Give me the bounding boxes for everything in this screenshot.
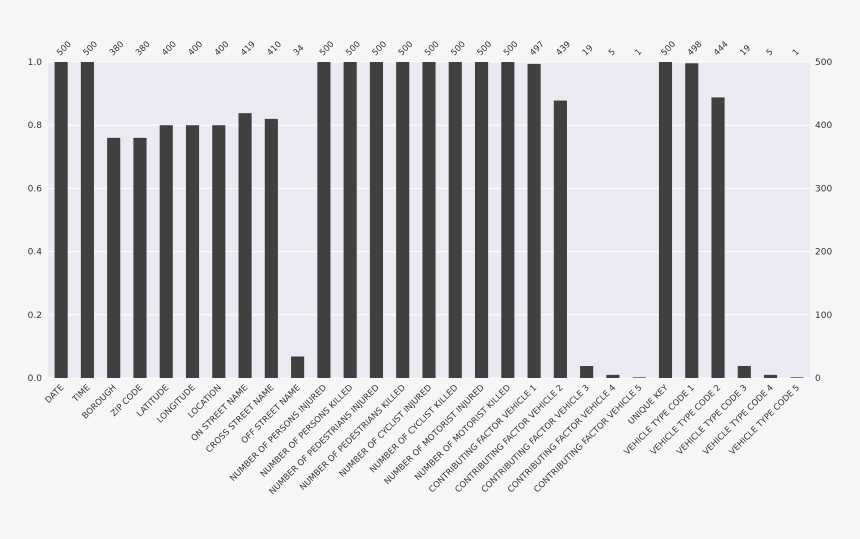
bar-count-label: 380: [108, 40, 127, 59]
bar-on-street-name: [238, 113, 252, 378]
bar-count-label: 444: [712, 40, 731, 59]
bar-contributing-factor-vehicle-3: [580, 365, 594, 378]
bar-count-label: 380: [134, 40, 153, 59]
category-label: TIME: [70, 383, 92, 405]
bar-number-of-pedestrians-killed: [396, 62, 410, 378]
bar-vehicle-type-code-5: [790, 377, 804, 378]
bar-count-label: 400: [213, 40, 232, 59]
bar-time: [80, 62, 94, 378]
bar-count-label: 500: [502, 40, 521, 59]
bar-cross-street-name: [264, 118, 278, 378]
bar-count-label: 500: [344, 40, 363, 59]
bar-count-label: 400: [160, 40, 179, 59]
left-tick-label: 0.4: [28, 248, 43, 258]
bar-count-label: 500: [476, 40, 495, 59]
bar-count-label: 500: [81, 40, 100, 59]
bar-longitude: [185, 125, 200, 378]
bar-count-label: 1: [791, 47, 802, 58]
bar-count-label: 500: [423, 40, 442, 59]
category-label: NUMBER OF MOTORIST KILLED: [413, 383, 513, 483]
bar-location: [212, 125, 226, 378]
bar-borough: [107, 137, 121, 378]
right-tick-label: 200: [815, 248, 832, 258]
bar-vehicle-type-code-1: [685, 63, 699, 378]
left-tick-label: 0.2: [28, 311, 42, 321]
left-tick-label: 0.0: [28, 374, 43, 384]
bar-count-label: 500: [397, 40, 416, 59]
bar-count-label: 500: [660, 40, 679, 59]
bar-count-label: 497: [528, 40, 547, 59]
right-tick-label: 400: [815, 121, 832, 131]
bar-count-label: 1: [633, 47, 644, 58]
bar-count-label: 5: [765, 47, 776, 58]
bar-number-of-motorist-injured: [474, 62, 489, 378]
bar-count-label: 419: [239, 40, 258, 59]
bar-latitude: [159, 125, 173, 378]
bar-count-label: 500: [318, 40, 337, 59]
bar-zip-code: [133, 137, 147, 378]
bar-contributing-factor-vehicle-2: [553, 100, 567, 378]
left-tick-label: 1.0: [28, 58, 43, 68]
bar-count-label: 5: [607, 47, 618, 58]
bar-date: [54, 62, 68, 378]
bar-number-of-persons-killed: [343, 62, 357, 378]
bars: [54, 62, 804, 379]
bar-count-label: 500: [449, 40, 468, 59]
bar-count-label: 439: [554, 40, 573, 59]
bar-count-label: 410: [265, 40, 284, 59]
bar-contributing-factor-vehicle-5: [632, 377, 646, 378]
category-label: DATE: [44, 383, 67, 406]
bar-number-of-pedestrians-injured: [369, 62, 384, 378]
bar-off-street-name: [291, 356, 305, 378]
bar-count-label: 34: [292, 43, 307, 58]
bar-vehicle-type-code-2: [711, 97, 725, 378]
bar-count-label: 19: [581, 43, 596, 58]
right-tick-label: 100: [815, 311, 832, 321]
left-axis-ticks: 0.0 0.2 0.4 0.6 0.8 1.0: [28, 58, 43, 384]
right-tick-label: 0: [815, 374, 821, 384]
bar-count-label: 498: [686, 40, 705, 59]
bar-contributing-factor-vehicle-1: [527, 63, 541, 379]
right-tick-label: 300: [815, 184, 832, 194]
bar-number-of-cyclist-injured: [422, 62, 436, 378]
bar-number-of-cyclist-killed: [448, 62, 462, 378]
bar-unique-key: [658, 62, 673, 378]
right-axis-ticks: 0 100 200 300 400 500: [815, 58, 832, 384]
bar-count-label: 400: [187, 40, 206, 59]
bar-vehicle-type-code-4: [764, 374, 778, 378]
left-tick-label: 0.8: [28, 121, 43, 131]
bar-count-label: 19: [738, 43, 753, 58]
right-tick-label: 500: [815, 58, 832, 68]
left-tick-label: 0.6: [28, 184, 43, 194]
bar-vehicle-type-code-3: [737, 365, 751, 378]
bar-count-label: 500: [370, 40, 389, 59]
bar-count-labels: 500 500 380 380 400 400 400 419 410 34 500 500 500 50…: [55, 40, 802, 59]
bar-number-of-persons-injured: [317, 62, 331, 378]
bar-number-of-motorist-killed: [501, 62, 515, 378]
bar-count-label: 500: [55, 40, 74, 59]
bar-contributing-factor-vehicle-4: [606, 374, 620, 378]
